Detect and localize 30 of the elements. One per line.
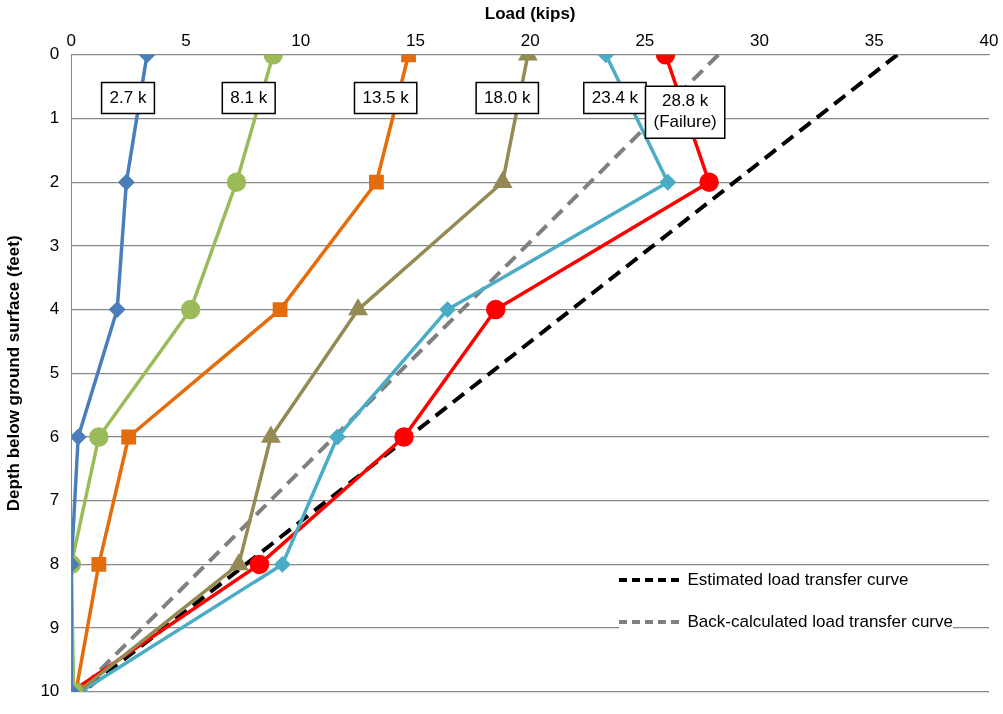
y-tick-label: 10 <box>40 681 60 701</box>
annotation: 2.7 k <box>109 87 147 107</box>
x-tick-label: 20 <box>520 31 540 51</box>
y-tick-label: 0 <box>49 44 60 64</box>
annotation: 23.4 k <box>591 87 639 107</box>
y-tick-label: 3 <box>49 235 60 255</box>
x-tick-label: 25 <box>635 31 655 51</box>
x-tick-label: 0 <box>66 31 77 51</box>
x-axis-title: Load (kips) <box>484 3 576 23</box>
x-tick-label: 10 <box>291 31 311 51</box>
annotation: 13.5 k <box>362 87 410 107</box>
y-tick-label: 1 <box>49 108 60 128</box>
y-tick-label: 7 <box>49 490 60 510</box>
x-tick-label: 40 <box>979 31 999 51</box>
x-tick-label: 5 <box>181 31 191 51</box>
y-tick-label: 6 <box>49 426 60 446</box>
y-tick-label: 8 <box>49 554 60 574</box>
annotation: 18.0 k <box>484 87 531 107</box>
y-axis-title: Depth below ground surface (feet) <box>3 235 23 512</box>
y-tick-label: 2 <box>49 171 60 191</box>
annotation: 8.1 k <box>230 87 268 107</box>
y-tick-label: 4 <box>49 299 60 319</box>
y-tick-label: 9 <box>49 617 60 637</box>
x-tick-label: 35 <box>864 31 884 51</box>
legend-label: Estimated load transfer curve <box>687 570 909 590</box>
x-tick-label: 15 <box>405 31 425 51</box>
legend-label: Back-calculated load transfer curve <box>687 612 953 632</box>
annotation: 28.8 k (Failure) <box>653 91 717 132</box>
y-tick-label: 5 <box>49 362 60 382</box>
x-tick-label: 30 <box>750 31 770 51</box>
